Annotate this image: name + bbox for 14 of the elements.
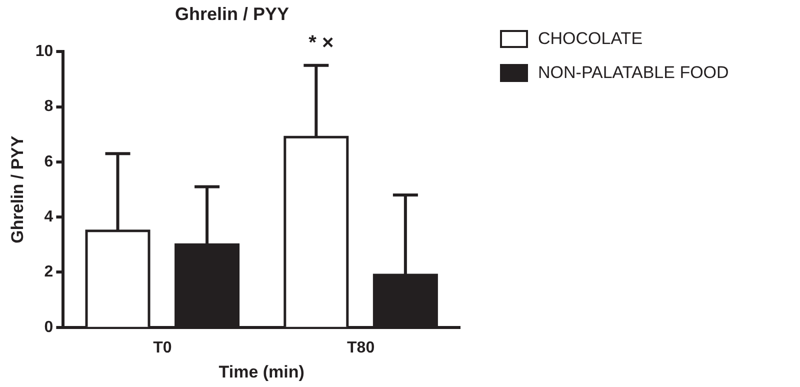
y-tick-label: 6 [44, 153, 54, 170]
legend-label: NON-PALATABLE FOOD [538, 63, 729, 83]
annotation: * × [308, 32, 334, 54]
y-tick-label: 10 [35, 43, 54, 60]
x-tick-label: T0 [153, 339, 172, 356]
y-tick-label: 4 [44, 208, 54, 226]
y-tick-label: 8 [44, 98, 54, 116]
x-axis-title: Time (min) [218, 362, 304, 382]
y-tick-label: 2 [44, 264, 54, 281]
chart-title: Ghrelin / PYY [174, 4, 290, 24]
y-tick-label: 0 [44, 318, 54, 336]
x-tick-label: T80 [347, 339, 375, 356]
text: CHOCOLATE [538, 29, 643, 49]
y-axis-title: Ghrelin / PYY [8, 134, 27, 244]
